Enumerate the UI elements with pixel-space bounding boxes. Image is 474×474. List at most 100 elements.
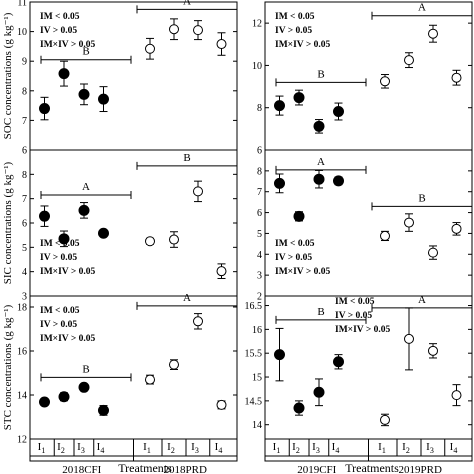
data-point-cfi	[58, 68, 70, 80]
y-tick-label: 9	[22, 57, 27, 68]
stats-line: IM×IV > 0.05	[275, 40, 331, 50]
y-tick-label: 7	[22, 116, 27, 127]
data-point-cfi	[98, 93, 109, 105]
x-tick-label: I4	[450, 441, 458, 455]
data-point-prd	[216, 39, 227, 50]
y-tick-label: 14.5	[245, 396, 263, 407]
group-letter: A	[317, 156, 325, 168]
x-axis-label: Treatments	[118, 461, 172, 474]
y-tick-label: 12	[252, 19, 262, 30]
group-letter: A	[82, 181, 90, 193]
data-point-prd	[145, 43, 155, 54]
x-tick-label: I4	[332, 441, 340, 455]
data-point-cfi	[98, 404, 109, 416]
y-tick-label: 7	[257, 187, 262, 198]
y-tick-label: 4	[257, 250, 262, 261]
group-letter: B	[317, 68, 324, 80]
x-tick-label: I1	[378, 441, 386, 455]
data-point-cfi	[293, 210, 305, 222]
stats-line: IM×IV > 0.05	[335, 325, 391, 335]
y-tick-label: 18	[17, 303, 27, 314]
data-point-cfi	[333, 175, 344, 187]
x-tick-label: I1	[143, 441, 151, 455]
group-letter: A	[418, 2, 426, 14]
x-tick-label: I3	[312, 441, 320, 455]
y-tick-label: 14	[17, 391, 27, 402]
group-letter: B	[183, 152, 190, 164]
data-point-prd	[404, 217, 414, 228]
data-point-cfi	[293, 402, 305, 414]
stats-line: IV > 0.05	[335, 311, 372, 321]
data-point-prd	[428, 28, 438, 39]
data-point-cfi	[58, 233, 70, 245]
panel-stc-2019: 14 14.5 15 15.5 16 16.5 B A IM < 0.05 IV > 0.05 IM…	[245, 294, 473, 440]
group-letter: B	[317, 306, 324, 318]
x-tick-label: I2	[57, 441, 65, 455]
data-point-cfi	[333, 356, 344, 368]
stats-line: IV > 0.05	[40, 26, 77, 36]
x-tick-label: I1	[38, 441, 46, 455]
stats-line: IV > 0.05	[40, 253, 77, 263]
data-point-prd	[169, 359, 179, 370]
panel-soc-2019: 6 8 10 12 B A IM < 0.05 IV > 0.05 IM×IV > 0.05	[252, 1, 473, 157]
y-tick-label: 8	[257, 166, 262, 177]
y-tick-label: 6	[257, 146, 262, 157]
data-point-prd	[404, 55, 414, 66]
y-tick-label: 10	[17, 27, 27, 38]
group-letter: B	[82, 46, 89, 58]
data-point-prd	[428, 345, 438, 356]
y-tick-label: 3	[22, 292, 27, 303]
x-tick-label: I3	[426, 441, 434, 455]
data-point-cfi	[78, 204, 90, 216]
panel-frame	[264, 1, 473, 151]
stats-line: IV > 0.05	[275, 253, 312, 263]
stats-line: IM < 0.05	[40, 239, 80, 249]
stats-line: IM×IV > 0.05	[40, 334, 96, 344]
group-label: 2019CFI	[297, 464, 336, 474]
x-tick-label: I4	[215, 441, 223, 455]
data-point-prd	[380, 230, 390, 241]
group-letter: B	[82, 363, 89, 375]
stats-line: IM < 0.05	[40, 306, 80, 316]
stats-line: IV > 0.05	[275, 26, 312, 36]
data-point-prd	[380, 76, 390, 87]
stats-line: IM < 0.05	[275, 12, 315, 22]
data-point-prd	[216, 266, 227, 277]
data-point-prd	[193, 25, 203, 36]
data-point-prd	[169, 234, 179, 245]
group-letter: A	[183, 0, 191, 7]
y-tick-label: 12	[17, 435, 27, 446]
panel-sic-2018: 3 4 5 6 7 8 SIC concentrations (g kg⁻¹) A B IM < …	[2, 149, 238, 303]
panel-frame	[29, 295, 238, 440]
y-axis-label: SIC concentrations (g kg⁻¹)	[2, 161, 14, 284]
y-tick-label: 16	[17, 347, 27, 358]
y-tick-label: 5	[257, 229, 262, 240]
data-point-prd	[193, 316, 203, 327]
group-label: 2019PRD	[399, 464, 442, 474]
stats-line: IM×IV > 0.05	[40, 40, 96, 50]
y-tick-label: 6	[257, 208, 262, 219]
data-point-cfi	[274, 349, 285, 361]
data-point-cfi	[39, 210, 50, 222]
data-point-prd	[169, 24, 179, 35]
data-point-prd	[451, 223, 462, 234]
data-point-prd	[380, 414, 390, 425]
stats-line: IV > 0.05	[40, 320, 77, 330]
y-tick-label: 6	[22, 146, 27, 157]
stats-line: IM < 0.05	[335, 297, 375, 307]
group-letter: B	[418, 192, 425, 204]
y-tick-label: 7	[22, 194, 27, 205]
stats-line: IM < 0.05	[275, 239, 315, 249]
y-axis-label: STC concentrations (g kg⁻¹)	[2, 304, 14, 430]
y-tick-label: 14	[252, 420, 262, 431]
data-point-cfi	[293, 92, 305, 104]
x-tick-label: I2	[167, 441, 175, 455]
data-point-prd	[193, 186, 203, 197]
data-point-prd	[145, 374, 155, 385]
y-tick-label: 16.5	[245, 301, 263, 312]
data-point-cfi	[58, 391, 70, 403]
y-tick-label: 15.5	[245, 349, 263, 360]
x-tick-label: I3	[77, 441, 85, 455]
y-tick-label: 10	[252, 61, 262, 72]
